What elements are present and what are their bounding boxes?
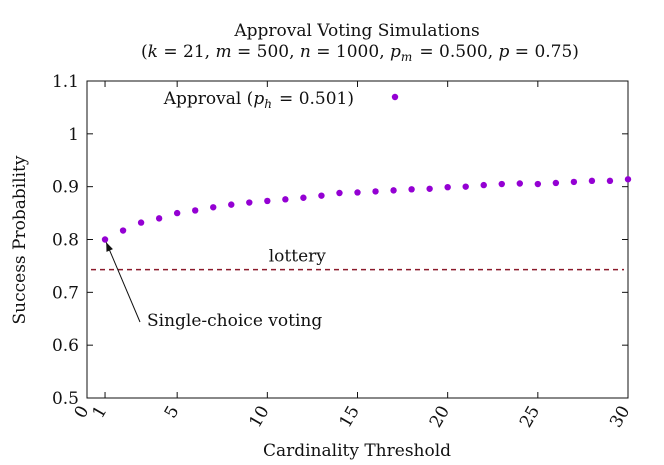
x-tick-label: 10 — [246, 403, 274, 432]
y-tick-label: 0.9 — [52, 178, 79, 198]
data-point — [228, 201, 235, 208]
x-tick-label: 15 — [336, 403, 364, 432]
data-point — [588, 177, 596, 185]
data-point — [264, 197, 271, 205]
data-point — [570, 178, 578, 186]
chart-title-line1: Approval Voting Simulations — [233, 21, 479, 41]
data-point — [552, 179, 560, 187]
x-tick-label: 20 — [426, 403, 454, 432]
data-point — [173, 209, 181, 217]
annotation-arrowhead — [106, 242, 113, 252]
legend: Approval (ph = 0.501) — [163, 89, 399, 111]
data-point — [534, 180, 542, 188]
y-tick-label: 1 — [68, 125, 79, 145]
approval-series — [101, 176, 632, 243]
chart-subtitle: (k = 21, m = 500, n = 1000, pm = 0.500, … — [141, 42, 579, 64]
data-point — [624, 176, 632, 183]
data-point — [480, 181, 487, 189]
y-axis-label: Success Probability — [10, 155, 30, 324]
y-tick-label: 0.7 — [52, 283, 79, 303]
data-point — [498, 180, 505, 188]
legend-label: Approval (ph = 0.501) — [163, 89, 354, 111]
data-point — [606, 177, 614, 185]
x-tick-label: 5 — [161, 403, 184, 422]
data-point — [462, 183, 469, 190]
lottery-label: lottery — [269, 247, 327, 267]
y-tick-label: 0.8 — [52, 231, 79, 251]
data-point — [119, 227, 127, 234]
x-axis-label: Cardinality Threshold — [263, 441, 451, 461]
chart-title: Approval Voting Simulations (k = 21, m =… — [141, 21, 579, 64]
data-point — [137, 219, 145, 226]
plot-frame — [86, 80, 629, 399]
annotation-single-choice-voting: Single-choice voting — [147, 311, 322, 331]
data-point — [408, 186, 415, 193]
data-point — [444, 183, 451, 191]
data-point — [155, 215, 163, 222]
x-tick-labels: 01 5 10 15 20 25 30 — [71, 403, 635, 432]
data-point — [318, 192, 325, 199]
y-tick-label: 0.6 — [52, 336, 79, 356]
data-point — [101, 236, 109, 243]
data-point — [426, 185, 433, 192]
axis-ticks — [86, 80, 629, 399]
y-tick-labels: 0.5 0.6 0.7 0.8 0.9 1 1.1 — [52, 72, 79, 409]
data-point — [246, 199, 253, 206]
x-tick-label: 25 — [516, 403, 544, 432]
data-point — [336, 189, 343, 197]
y-tick-label: 1.1 — [52, 72, 79, 92]
data-point — [192, 207, 199, 214]
data-point — [372, 188, 379, 195]
data-point — [282, 196, 289, 203]
x-tick-label: 1 — [89, 403, 112, 422]
legend-marker — [391, 93, 399, 101]
data-point — [390, 187, 397, 194]
x-tick-label: 30 — [606, 403, 634, 432]
y-tick-label: 0.5 — [52, 389, 79, 409]
data-point — [516, 180, 523, 187]
data-point — [354, 189, 361, 196]
data-point — [210, 204, 217, 211]
annotation-arrow — [105, 242, 141, 323]
data-point — [300, 194, 307, 201]
